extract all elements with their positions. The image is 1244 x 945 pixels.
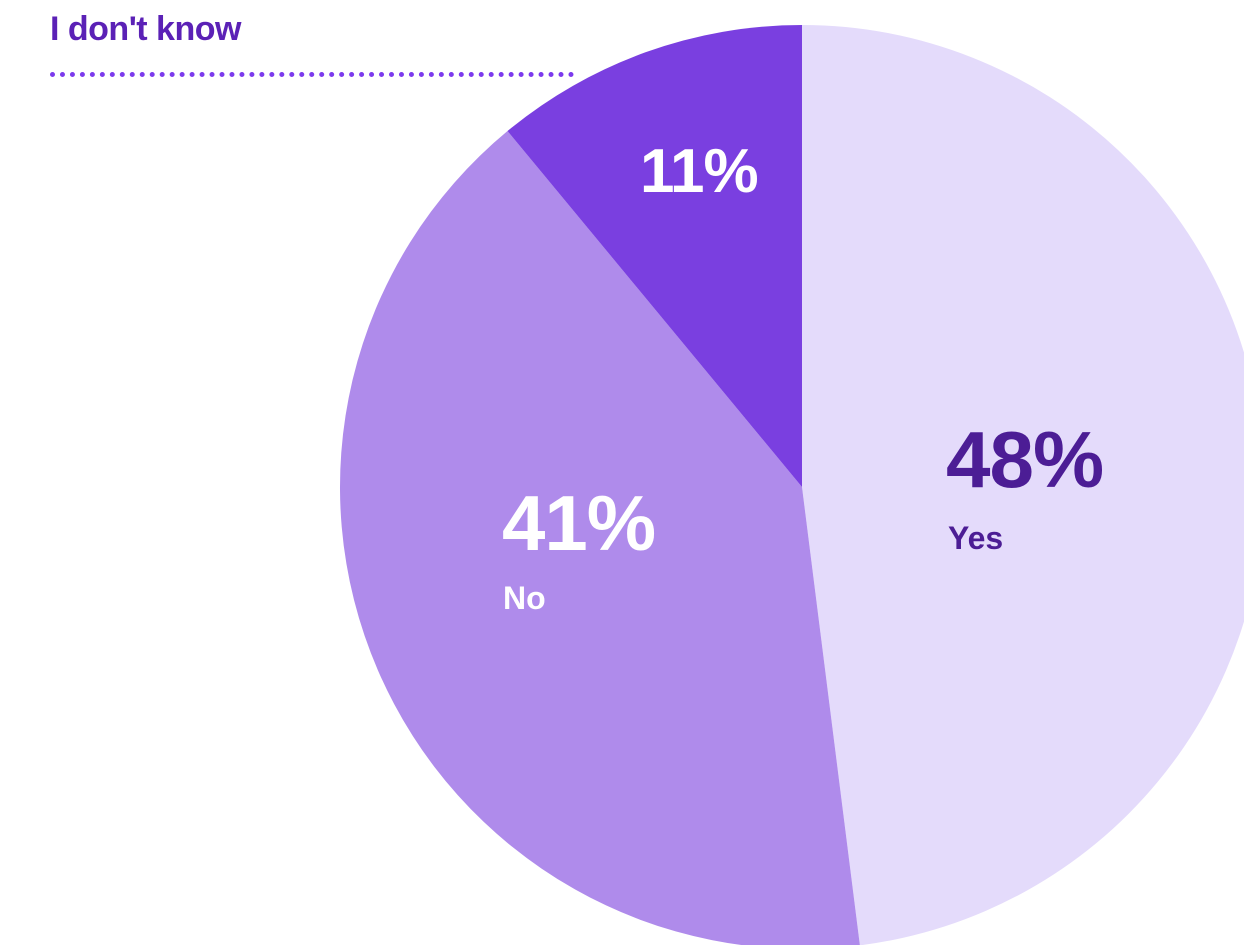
value-label-yes: 48% [946, 415, 1104, 504]
pie-slice-no [339, 131, 860, 945]
callout-leader-line [50, 72, 574, 77]
pie-slice-i-don-t-know [507, 25, 802, 487]
value-label-no: 41% [502, 479, 656, 567]
slice-label-no: No [503, 580, 546, 616]
slice-label-yes: Yes [948, 520, 1004, 556]
value-label-i-dont-know: 11% [640, 137, 759, 206]
pie-slice-yes [802, 25, 1244, 945]
slice-label-i-dont-know: I don't know [50, 10, 241, 48]
